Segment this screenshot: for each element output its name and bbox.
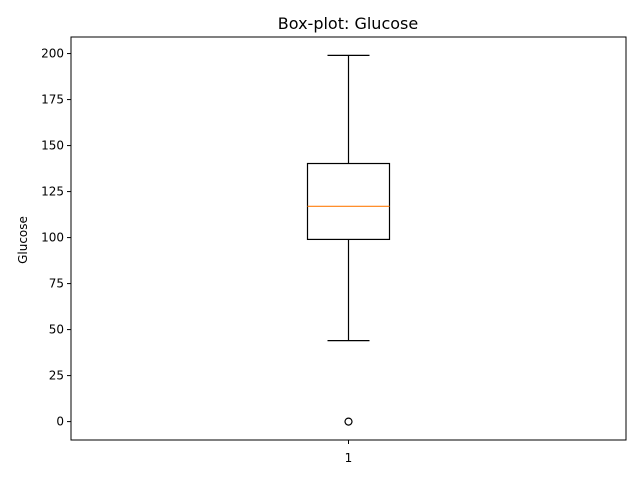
y-tick-label: 100 (41, 231, 64, 245)
x-tick-label: 1 (345, 451, 353, 465)
y-axis-label: Glucose (16, 216, 30, 264)
y-tick-label: 25 (49, 369, 64, 383)
plot-area: 0 25 50 75 100 125 150 175 200 1 (41, 47, 391, 465)
y-tick-label: 75 (49, 277, 64, 291)
y-tick-label: 200 (41, 47, 64, 61)
outlier-point (344, 417, 353, 426)
iqr-box (306, 162, 391, 241)
chart-title: Box-plot: Glucose (278, 14, 418, 33)
plot-frame (70, 36, 627, 441)
y-tick-label: 150 (41, 139, 64, 153)
y-tick-label: 0 (56, 415, 64, 429)
y-tick-label: 50 (49, 323, 64, 337)
y-tick-label: 125 (41, 185, 64, 199)
y-tick-label: 175 (41, 93, 64, 107)
